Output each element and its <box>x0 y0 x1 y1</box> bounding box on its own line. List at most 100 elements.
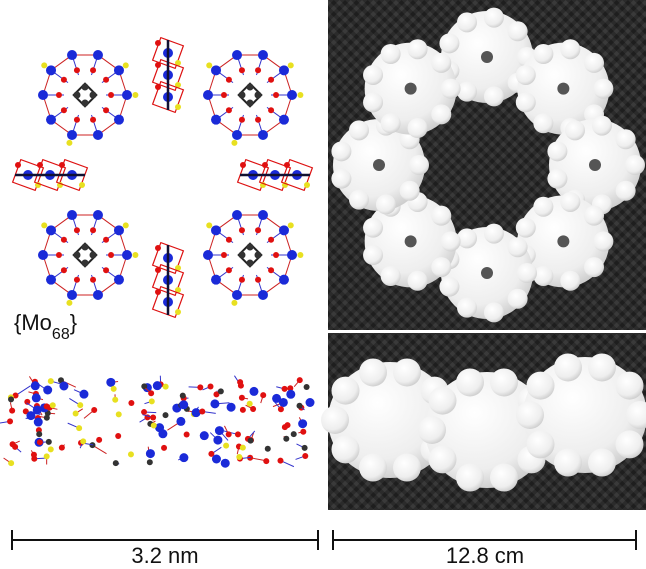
model-bead <box>441 231 461 251</box>
atom <box>282 424 288 430</box>
atom <box>114 225 124 235</box>
atom <box>103 77 109 83</box>
model-bead <box>615 430 643 458</box>
atom <box>41 62 47 68</box>
model-bead <box>547 169 567 189</box>
formula-subscript: 68 <box>52 326 70 343</box>
atom <box>116 411 122 417</box>
atom <box>203 90 213 100</box>
atom <box>31 381 40 390</box>
atom <box>239 277 245 283</box>
atom <box>90 227 96 233</box>
atom <box>248 438 254 444</box>
model-bead <box>593 231 613 251</box>
atom <box>179 453 188 462</box>
atom <box>175 104 181 110</box>
atom <box>215 426 224 435</box>
atom <box>74 117 80 123</box>
atom <box>239 117 245 123</box>
atom <box>232 210 242 220</box>
model-bead <box>588 353 616 381</box>
atom <box>66 140 72 146</box>
atom <box>37 439 43 445</box>
atom <box>146 449 155 458</box>
atom <box>268 267 274 273</box>
model-bead <box>393 454 421 482</box>
model-bead <box>484 8 504 28</box>
atom <box>213 436 222 445</box>
atom <box>26 411 35 420</box>
atom <box>226 267 232 273</box>
model-bead <box>359 358 387 386</box>
atom <box>239 227 245 233</box>
atom <box>247 260 254 267</box>
model-bead <box>439 277 459 297</box>
atom <box>38 90 48 100</box>
atom <box>211 115 221 125</box>
model-bead <box>516 65 536 85</box>
atom <box>50 402 56 408</box>
atom <box>304 384 310 390</box>
atom <box>12 444 18 450</box>
model-bead <box>484 302 504 322</box>
model-bead <box>508 289 528 309</box>
atom <box>141 409 147 415</box>
atom <box>283 436 289 442</box>
atom <box>302 445 308 451</box>
atom <box>74 227 80 233</box>
figure: {Mo68} 3.2 nm 12.8 cm <box>0 0 646 569</box>
atom <box>7 418 13 424</box>
atom <box>232 290 242 300</box>
model-bead <box>516 218 536 238</box>
atom <box>278 406 284 412</box>
model-bead <box>409 155 429 175</box>
atom <box>255 67 261 73</box>
atom <box>277 458 283 464</box>
atom <box>82 260 89 267</box>
atom <box>247 244 254 251</box>
model-bead <box>527 430 555 458</box>
atom <box>155 40 161 46</box>
atom <box>115 433 121 439</box>
atom <box>122 90 132 100</box>
atom <box>114 115 124 125</box>
atom <box>46 65 56 75</box>
scale-label: 3.2 nm <box>131 543 198 568</box>
atom <box>297 92 303 98</box>
atom <box>232 130 242 140</box>
model-bead <box>584 257 604 277</box>
atom <box>122 250 132 260</box>
atom <box>90 92 97 99</box>
model-bead <box>484 224 504 244</box>
atom <box>59 445 65 451</box>
atom <box>112 397 118 403</box>
atom <box>203 250 213 260</box>
atom <box>179 400 188 409</box>
atom <box>282 386 288 392</box>
atom <box>262 162 268 168</box>
model-bead <box>616 129 636 149</box>
atom <box>15 162 21 168</box>
atom <box>247 401 253 407</box>
atom <box>226 431 232 437</box>
atom <box>90 252 97 259</box>
atom <box>265 446 271 452</box>
model-hole <box>589 159 601 171</box>
atom <box>287 90 297 100</box>
model-bead <box>400 181 420 201</box>
atom <box>48 446 54 452</box>
atom <box>108 252 114 258</box>
atom <box>258 210 268 220</box>
atom <box>239 92 246 99</box>
atom <box>61 237 67 243</box>
atom <box>31 456 37 462</box>
atom <box>61 107 67 113</box>
atom <box>48 378 54 384</box>
atom <box>288 62 294 68</box>
atom <box>239 395 245 401</box>
atom <box>263 458 269 464</box>
atom <box>258 130 268 140</box>
atom <box>132 92 138 98</box>
atom <box>67 210 77 220</box>
atom <box>297 377 303 383</box>
